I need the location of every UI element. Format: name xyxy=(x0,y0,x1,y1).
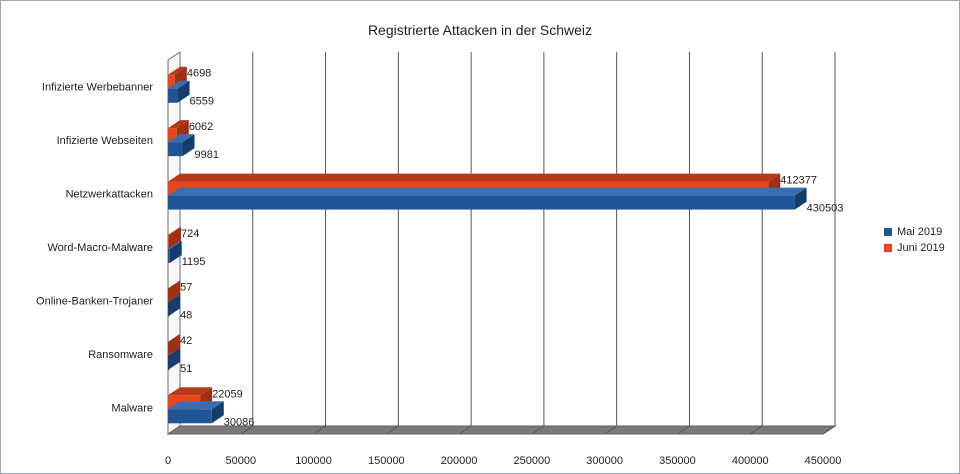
bar-juni-word-macro-malware xyxy=(168,227,182,249)
bar-mai-malware xyxy=(168,401,224,424)
data-label-juni-netzwerkattacken: 412377 xyxy=(780,175,817,187)
bar-mai-infizierte-werbebanner-top xyxy=(168,80,190,89)
bar-juni-online-banken-trojaner-end xyxy=(168,280,181,303)
data-label-mai-online-banken-trojaner: 48 xyxy=(180,309,192,321)
gridline-floor xyxy=(313,425,326,435)
data-label-mai-malware: 30086 xyxy=(224,416,255,428)
bar-juni-online-banken-trojaner-top xyxy=(168,280,181,289)
bar-mai-infizierte-webseiten-end xyxy=(182,134,195,157)
data-label-mai-infizierte-webseiten: 9981 xyxy=(195,149,219,161)
bar-mai-infizierte-werbebanner xyxy=(168,80,190,103)
gridline-floor xyxy=(822,425,836,435)
bar-mai-word-macro-malware-top xyxy=(168,241,182,249)
bar-juni-malware-top xyxy=(168,387,213,396)
chart-legend: Mai 2019 Juni 2019 xyxy=(884,224,945,256)
data-label-juni-infizierte-werbebanner: 4698 xyxy=(187,68,211,80)
data-label-mai-ransomware: 51 xyxy=(180,363,192,375)
x-tick-label: 300000 xyxy=(586,455,623,467)
x-tick-label: 200000 xyxy=(441,455,478,467)
data-label-juni-infizierte-webseiten: 6062 xyxy=(189,121,213,133)
bar-juni-ransomware xyxy=(168,333,181,356)
bar-juni-infizierte-webseiten-front xyxy=(168,128,177,143)
bar-mai-infizierte-webseiten xyxy=(168,134,195,157)
category-label-infizierte-webseiten: Infizierte Webseiten xyxy=(57,135,153,147)
bar-mai-netzwerkattacken xyxy=(168,187,807,210)
data-label-mai-infizierte-werbebanner: 6559 xyxy=(190,96,214,108)
x-tick-label: 50000 xyxy=(225,455,256,467)
bar-mai-malware-end xyxy=(211,401,224,424)
x-tick-label: 250000 xyxy=(514,455,551,467)
gridline-floor xyxy=(386,425,399,435)
category-label-malware: Malware xyxy=(111,402,153,414)
bar-mai-word-macro-malware-end xyxy=(169,241,182,263)
gridline-floor xyxy=(749,425,763,435)
legend-label-mai: Mai 2019 xyxy=(897,226,943,238)
gridline-floor xyxy=(458,425,472,435)
legend-label-juni: Juni 2019 xyxy=(897,242,945,254)
bar-juni-online-banken-trojaner xyxy=(168,280,181,303)
bar-juni-word-macro-malware-top xyxy=(168,227,182,235)
category-label-word-macro-malware: Word-Macro-Malware xyxy=(47,242,153,254)
chart-title: Registrierte Attacken in der Schweiz xyxy=(367,22,593,38)
bar-mai-infizierte-werbebanner-end xyxy=(177,80,190,103)
bar-mai-online-banken-trojaner-end xyxy=(168,294,181,317)
bar-juni-infizierte-webseiten-top xyxy=(168,120,189,129)
bar-mai-malware-front xyxy=(168,409,212,424)
bar-mai-infizierte-webseiten-top xyxy=(168,134,195,143)
category-label-ransomware: Ransomware xyxy=(88,349,153,361)
bar-juni-infizierte-werbebanner-top xyxy=(168,66,187,75)
data-label-juni-malware: 22059 xyxy=(212,388,243,400)
bar-mai-online-banken-trojaner xyxy=(168,294,181,317)
bar-juni-ransomware-top xyxy=(168,333,181,342)
gridline-floor xyxy=(677,425,690,435)
x-tick-label: 400000 xyxy=(732,455,769,467)
bar-mai-ransomware xyxy=(168,347,181,370)
bar-mai-netzwerkattacken-end xyxy=(794,187,807,210)
legend-item-mai: Mai 2019 xyxy=(884,224,945,240)
x-tick-label: 100000 xyxy=(295,455,332,467)
bar-mai-netzwerkattacken-top xyxy=(168,187,807,196)
bar-mai-netzwerkattacken-front xyxy=(168,195,795,210)
legend-item-juni: Juni 2019 xyxy=(884,240,945,256)
bar-mai-word-macro-malware-front xyxy=(168,249,170,263)
bar-juni-infizierte-werbebanner-front xyxy=(168,74,175,89)
gridline-floor xyxy=(240,425,254,435)
x-tick-label: 0 xyxy=(165,455,171,467)
x-tick-label: 350000 xyxy=(659,455,696,467)
data-label-mai-word-macro-malware: 1195 xyxy=(182,256,206,268)
bar-mai-infizierte-werbebanner-front xyxy=(168,88,178,103)
category-label-infizierte-werbebanner: Infizierte Werbebanner xyxy=(42,82,153,94)
floor xyxy=(166,425,837,435)
data-label-juni-online-banken-trojaner: 57 xyxy=(180,281,192,293)
bar-juni-ransomware-end xyxy=(168,333,181,356)
bar-mai-word-macro-malware xyxy=(168,241,182,263)
bar-juni-netzwerkattacken-top xyxy=(168,173,781,182)
bar-mai-ransomware-top xyxy=(168,347,181,356)
x-tick-label: 450000 xyxy=(805,455,842,467)
bar-mai-malware-top xyxy=(168,401,224,410)
bar-juni-word-macro-malware-end xyxy=(169,227,182,249)
category-label-online-banken-trojaner: Online-Banken-Trojaner xyxy=(36,295,153,307)
gridline-floor xyxy=(531,425,545,435)
gridline-floor xyxy=(604,425,617,435)
bar-mai-online-banken-trojaner-top xyxy=(168,294,181,303)
bar-juni-word-macro-malware-front xyxy=(168,235,170,249)
bar-mai-infizierte-webseiten-front xyxy=(168,142,183,157)
data-label-mai-netzwerkattacken: 430503 xyxy=(807,203,844,215)
data-label-juni-word-macro-malware: 724 xyxy=(181,228,199,240)
legend-swatch-mai xyxy=(884,228,892,236)
x-tick-label: 150000 xyxy=(368,455,405,467)
category-label-netzwerkattacken: Netzwerkattacken xyxy=(66,189,153,201)
data-label-juni-ransomware: 42 xyxy=(180,335,192,347)
legend-swatch-juni xyxy=(884,244,892,252)
bar-mai-ransomware-end xyxy=(168,347,181,370)
